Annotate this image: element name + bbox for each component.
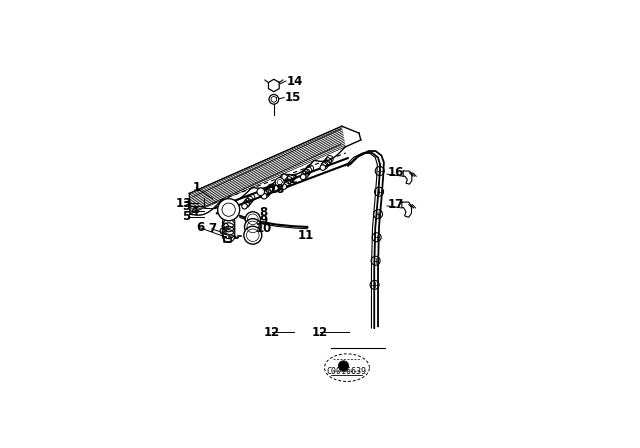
Text: 4: 4	[190, 205, 198, 218]
Circle shape	[371, 256, 380, 265]
Polygon shape	[268, 79, 279, 92]
Text: 7: 7	[208, 223, 216, 236]
Text: 13: 13	[175, 197, 192, 210]
Circle shape	[242, 203, 247, 209]
Text: 5: 5	[182, 210, 191, 223]
Circle shape	[244, 219, 261, 235]
Circle shape	[372, 233, 381, 242]
Text: 10: 10	[255, 222, 272, 235]
Text: 1: 1	[193, 181, 201, 194]
Text: 6: 6	[196, 221, 204, 234]
Circle shape	[221, 213, 227, 219]
Circle shape	[339, 361, 349, 371]
Text: 9: 9	[259, 214, 268, 227]
Circle shape	[320, 165, 326, 170]
Text: 17: 17	[388, 198, 404, 211]
Text: 8: 8	[259, 206, 268, 219]
Circle shape	[244, 226, 262, 244]
Circle shape	[374, 187, 383, 196]
Text: 12: 12	[312, 326, 328, 339]
Text: 11: 11	[298, 229, 314, 242]
Circle shape	[370, 280, 379, 289]
Text: 2: 2	[289, 173, 297, 186]
Circle shape	[269, 95, 278, 104]
Circle shape	[275, 177, 284, 186]
Circle shape	[374, 210, 383, 219]
Text: C0016639: C0016639	[326, 367, 366, 376]
Text: 16: 16	[388, 166, 404, 179]
Circle shape	[281, 184, 287, 190]
Text: 14: 14	[287, 74, 303, 87]
Text: 12: 12	[264, 326, 280, 339]
Circle shape	[261, 194, 267, 199]
Text: 15: 15	[285, 91, 301, 104]
Circle shape	[257, 188, 264, 195]
Text: 3: 3	[182, 200, 191, 213]
Circle shape	[375, 167, 384, 176]
Circle shape	[218, 198, 240, 221]
Circle shape	[300, 174, 306, 180]
Text: 18: 18	[269, 183, 285, 196]
Circle shape	[245, 212, 260, 227]
